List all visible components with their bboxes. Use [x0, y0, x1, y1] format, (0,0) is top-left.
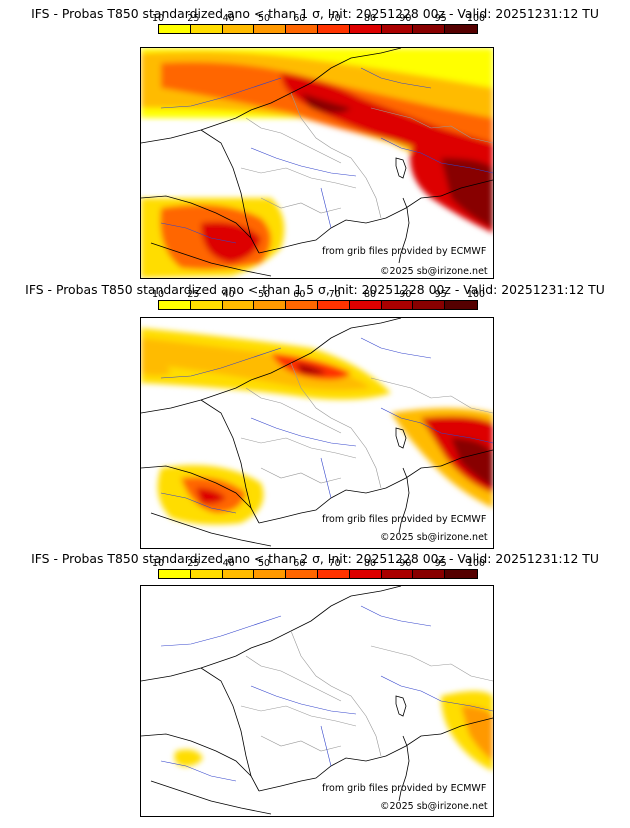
colorbar-swatch [413, 301, 446, 309]
colorbar-tick-label: 95 [434, 289, 447, 300]
colorbar-tick-label: 70 [328, 13, 341, 24]
map-1-5sigma [140, 317, 494, 549]
colorbar-tick-label: 40 [222, 558, 235, 569]
colorbar-swatch [222, 25, 255, 33]
colorbar-swatch [190, 301, 223, 309]
colorbar-swatch [445, 301, 477, 309]
colorbar-tick-label: 80 [363, 558, 377, 569]
colorbar-tick-label: 25 [187, 13, 200, 24]
copyright-notice: ©2025 sb@irizone.net [380, 801, 488, 812]
colorbar-labels: 10 25 40 50 60 70 80 90 95 100 [152, 289, 485, 301]
colorbar-swatch [413, 25, 446, 33]
map-2sigma [140, 585, 494, 817]
colorbar [158, 300, 478, 310]
panel-title: IFS - Probas T850 standardized ano < tha… [25, 282, 605, 297]
data-source-credit: from grib files provided by ECMWF [322, 514, 487, 525]
panel-title: IFS - Probas T850 standardized ano < tha… [31, 551, 599, 566]
colorbar-tick-label: 100 [466, 558, 486, 569]
colorbar-swatch [159, 301, 191, 309]
data-source-credit: from grib files provided by ECMWF [322, 246, 487, 257]
colorbar-tick-label: 95 [434, 558, 447, 569]
colorbar-swatch [254, 570, 287, 578]
forecast-panel-2sigma: IFS - Probas T850 standardized ano < tha… [0, 545, 630, 817]
map-1sigma [140, 47, 494, 279]
colorbar-swatch [222, 301, 255, 309]
colorbar-swatch [445, 570, 477, 578]
colorbar-swatch [445, 25, 477, 33]
colorbar-tick-label: 95 [434, 13, 447, 24]
colorbar-tick-label: 50 [257, 558, 271, 569]
colorbar-tick-label: 50 [257, 289, 271, 300]
colorbar-labels: 10 25 40 50 60 70 80 90 95 100 [152, 13, 485, 25]
colorbar-swatch [381, 570, 414, 578]
copyright-notice: ©2025 sb@irizone.net [380, 266, 488, 277]
colorbar-swatch [190, 570, 223, 578]
colorbar-swatch [317, 25, 350, 33]
data-source-credit: from grib files provided by ECMWF [322, 783, 487, 794]
colorbar-swatch [317, 570, 350, 578]
colorbar-tick-label: 80 [363, 289, 377, 300]
colorbar-tick-label: 90 [399, 558, 412, 569]
forecast-panel-1sigma: IFS - Probas T850 standardized ano < tha… [0, 0, 630, 279]
colorbar-tick-label: 90 [399, 289, 412, 300]
colorbar-swatch [317, 301, 350, 309]
panel-title: IFS - Probas T850 standardized ano < tha… [31, 6, 599, 21]
colorbar-swatch [222, 570, 255, 578]
colorbar-swatch [159, 570, 191, 578]
colorbar-tick-label: 100 [466, 13, 486, 24]
colorbar-swatch [349, 25, 382, 33]
colorbar-tick-label: 10 [151, 13, 165, 24]
colorbar-tick-label: 90 [399, 13, 412, 24]
colorbar-tick-label: 10 [151, 558, 165, 569]
colorbar-swatch [286, 570, 318, 578]
colorbar-tick-label: 10 [151, 289, 165, 300]
colorbar-tick-label: 80 [363, 13, 377, 24]
colorbar-tick-label: 60 [293, 13, 306, 24]
colorbar-swatch [413, 570, 446, 578]
forecast-panel-1-5sigma: IFS - Probas T850 standardized ano < tha… [0, 276, 630, 549]
colorbar-swatch [254, 301, 287, 309]
colorbar-swatch [286, 301, 318, 309]
colorbar-swatch [349, 570, 382, 578]
colorbar [158, 24, 478, 34]
colorbar-tick-label: 100 [466, 289, 486, 300]
probability-field-1-5sigma [141, 318, 493, 547]
colorbar-swatch [254, 25, 287, 33]
colorbar-swatch [381, 25, 414, 33]
colorbar [158, 569, 478, 579]
colorbar-labels: 10 25 40 50 60 70 80 90 95 100 [152, 558, 485, 570]
colorbar-tick-label: 25 [187, 558, 200, 569]
colorbar-swatch [159, 25, 191, 33]
colorbar-tick-label: 70 [328, 558, 341, 569]
colorbar-tick-label: 25 [187, 289, 200, 300]
colorbar-tick-label: 60 [293, 558, 306, 569]
colorbar-swatch [286, 25, 318, 33]
colorbar-tick-label: 70 [328, 289, 341, 300]
colorbar-swatch [190, 25, 223, 33]
colorbar-swatch [349, 301, 382, 309]
copyright-notice: ©2025 sb@irizone.net [380, 532, 488, 543]
probability-field-2sigma [141, 586, 493, 815]
colorbar-swatch [381, 301, 414, 309]
colorbar-tick-label: 60 [293, 289, 306, 300]
probability-field-1sigma [141, 48, 493, 278]
colorbar-tick-label: 40 [222, 13, 235, 24]
colorbar-tick-label: 40 [222, 289, 235, 300]
colorbar-tick-label: 50 [257, 13, 271, 24]
